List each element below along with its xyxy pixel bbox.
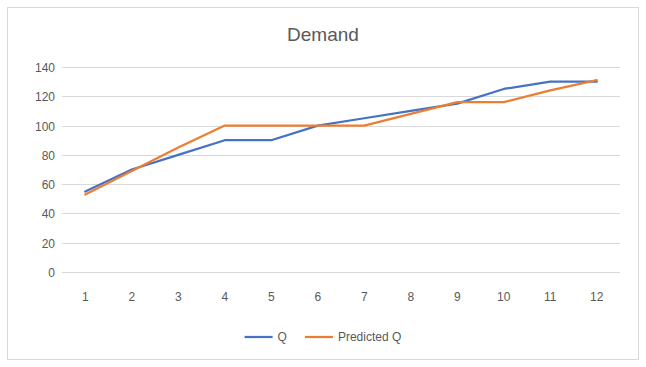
y-tick-label: 140	[35, 61, 55, 75]
x-tick-label: 8	[407, 290, 414, 304]
legend: Q Predicted Q	[245, 330, 402, 344]
chart-border	[8, 8, 639, 360]
plot-area	[85, 80, 597, 194]
y-tick-label: 40	[42, 207, 56, 221]
legend-swatch	[305, 336, 333, 338]
grid-line	[62, 272, 620, 273]
y-tick-label: 60	[42, 178, 56, 192]
y-tick-label: 80	[42, 149, 56, 163]
y-tick-label: 20	[42, 237, 56, 251]
grid-line	[62, 243, 620, 244]
x-tick-label: 2	[128, 290, 135, 304]
series-line	[85, 80, 597, 194]
grid-line	[62, 213, 620, 214]
y-tick-label: 120	[35, 90, 55, 104]
y-tick-label: 0	[48, 266, 55, 280]
legend-label: Predicted Q	[338, 330, 401, 344]
x-tick-label: 12	[590, 290, 604, 304]
x-tick-label: 9	[454, 290, 461, 304]
legend-swatch	[245, 336, 273, 338]
x-tick-label: 3	[175, 290, 182, 304]
x-tick-label: 4	[221, 290, 228, 304]
grid-line	[62, 67, 620, 68]
x-tick-label: 11	[544, 290, 557, 304]
grid-line	[62, 96, 620, 97]
grid-line	[62, 184, 620, 185]
x-tick-label: 7	[361, 290, 368, 304]
x-tick-label: 5	[268, 290, 275, 304]
x-axis-line	[62, 272, 620, 273]
y-tick-label: 100	[35, 120, 55, 134]
chart-svg: Demand020406080100120140123456789101112Q…	[0, 0, 646, 367]
x-tick-label: 6	[314, 290, 321, 304]
x-tick-label: 10	[497, 290, 511, 304]
legend-label: Q	[278, 330, 287, 344]
x-tick-label: 1	[82, 290, 89, 304]
grid-line	[62, 155, 620, 156]
chart-title: Demand	[287, 24, 359, 45]
chart-container: Demand020406080100120140123456789101112Q…	[0, 0, 646, 367]
